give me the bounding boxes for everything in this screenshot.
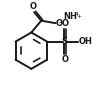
Text: O: O [62, 55, 69, 64]
Text: 4: 4 [74, 12, 78, 17]
Text: OH: OH [79, 37, 93, 46]
Text: O: O [30, 2, 37, 11]
Text: +: + [77, 14, 82, 19]
Text: O: O [62, 19, 69, 28]
Text: NH: NH [63, 12, 77, 21]
Text: O: O [56, 19, 63, 28]
Text: S: S [61, 37, 67, 46]
Text: −: − [59, 19, 64, 24]
